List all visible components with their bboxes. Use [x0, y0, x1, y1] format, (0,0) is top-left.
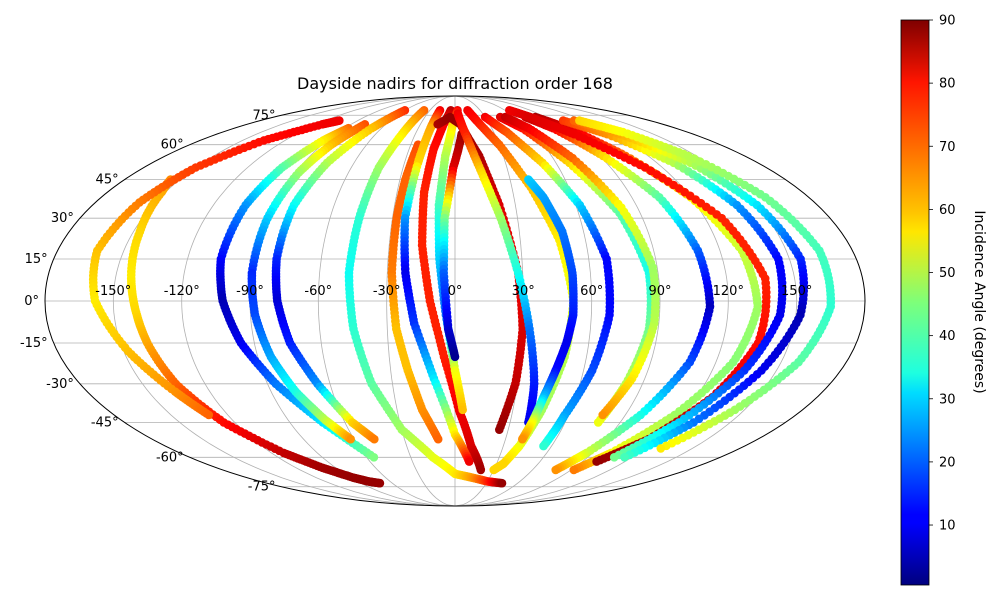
- latitude-tick-label: 45°: [96, 173, 119, 188]
- longitude-tick-label: 0°: [448, 284, 463, 299]
- nadir-point: [450, 352, 460, 362]
- nadir-point: [518, 434, 527, 444]
- nadir-point: [433, 434, 443, 444]
- nadir-point: [593, 418, 603, 427]
- longitude-tick-label: 120°: [713, 284, 744, 299]
- meridian-line: [181, 95, 456, 507]
- colorbar-ticks: 10 20 30 40 50 60 70 80 90: [929, 14, 956, 534]
- longitude-tick-label: -150°: [95, 284, 131, 299]
- nadir-point: [476, 465, 486, 475]
- colorbar-label: Incidence Angle (degrees): [971, 210, 987, 393]
- latitude-tick-label: -60°: [156, 450, 184, 465]
- meridian-line: [317, 95, 456, 507]
- meridian-line: [386, 95, 456, 507]
- nadir-track: [400, 106, 474, 466]
- colorbar-tick-label: 20: [939, 455, 956, 470]
- longitude-tick-label: 150°: [781, 284, 812, 299]
- colorbar-tick-label: 40: [939, 329, 956, 344]
- nadir-track: [439, 129, 466, 362]
- meridian-line: [454, 95, 798, 507]
- latitude-tick-label: -45°: [91, 415, 119, 430]
- latitude-tick-label: 0°: [24, 294, 39, 309]
- colorbar-tick-label: 50: [939, 266, 956, 281]
- latitude-tick-label: -15°: [20, 336, 48, 351]
- longitude-tick-label: -90°: [236, 284, 264, 299]
- nadir-track: [88, 116, 344, 420]
- nadir-point: [497, 478, 507, 488]
- nadir-point: [539, 441, 548, 451]
- nadir-point: [458, 405, 468, 415]
- longitude-tick-label: -120°: [164, 284, 200, 299]
- latitude-tick-label: -75°: [248, 480, 276, 495]
- meridian-line: [112, 95, 456, 507]
- latitude-tick-label: 75°: [252, 108, 275, 123]
- nadir-track: [453, 109, 539, 427]
- nadir-point: [346, 434, 356, 444]
- nadir-track: [271, 106, 410, 444]
- data-tracks: [88, 106, 836, 488]
- nadir-track: [247, 120, 370, 444]
- longitude-tick-label: -60°: [304, 284, 332, 299]
- nadir-point: [370, 434, 379, 444]
- latitude-tick-label: 60°: [161, 138, 184, 153]
- colorbar-tick-label: 80: [939, 77, 956, 92]
- nadir-point: [204, 410, 214, 420]
- nadir-point: [369, 453, 379, 462]
- colorbar-tick-label: 10: [939, 519, 956, 534]
- longitude-tick-label: 30°: [512, 284, 535, 299]
- nadir-point: [620, 453, 629, 462]
- nadir-track: [434, 106, 468, 415]
- chart-title: Dayside nadirs for diffraction order 168: [297, 74, 613, 93]
- nadir-point: [569, 465, 579, 475]
- nadir-point: [598, 410, 607, 420]
- nadir-point: [609, 453, 619, 462]
- latitude-tick-label: 15°: [25, 252, 48, 267]
- nadir-point: [489, 465, 499, 475]
- longitude-tick-label: -30°: [373, 284, 401, 299]
- colorbar: [900, 19, 930, 586]
- nadir-track: [344, 106, 507, 488]
- longitude-tick-label: 90°: [648, 284, 671, 299]
- colorbar-tick-label: 90: [939, 14, 956, 29]
- longitude-tick-label: 60°: [580, 284, 603, 299]
- nadir-point: [464, 457, 474, 466]
- nadir-point: [375, 478, 385, 488]
- colorbar-tick-label: 30: [939, 392, 956, 407]
- nadir-point: [592, 457, 601, 466]
- latitude-tick-label: -30°: [46, 377, 74, 392]
- colorbar-tick-label: 60: [939, 203, 956, 218]
- latitude-tick-label: 30°: [51, 211, 74, 226]
- nadir-point: [656, 444, 666, 453]
- nadir-point: [551, 465, 560, 475]
- colorbar-tick-label: 70: [939, 140, 956, 155]
- nadir-point: [495, 425, 504, 435]
